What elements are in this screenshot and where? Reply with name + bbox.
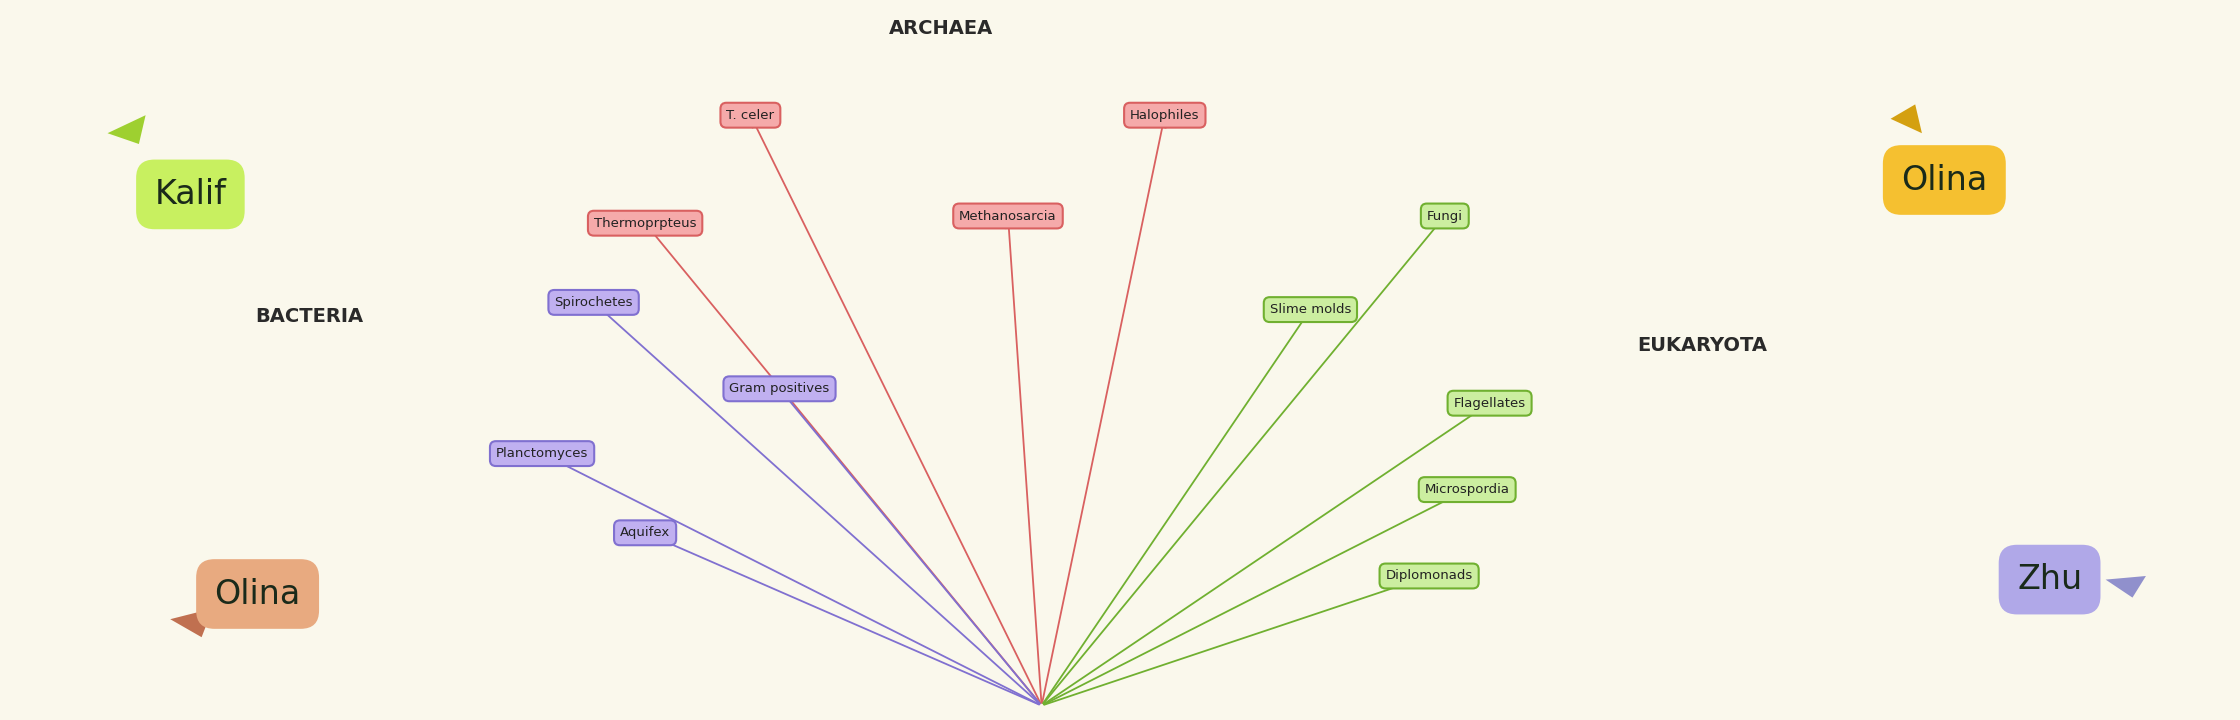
Polygon shape <box>170 608 213 637</box>
Text: Zhu: Zhu <box>2016 563 2083 596</box>
Text: Flagellates: Flagellates <box>1454 397 1525 410</box>
Text: Diplomonads: Diplomonads <box>1387 570 1472 582</box>
Text: Olina: Olina <box>1902 163 1987 197</box>
Text: Gram positives: Gram positives <box>730 382 829 395</box>
Polygon shape <box>1891 104 1922 133</box>
Text: Kalif: Kalif <box>155 178 226 211</box>
Text: Fungi: Fungi <box>1427 210 1463 222</box>
Text: Spirochetes: Spirochetes <box>553 296 634 309</box>
Text: EUKARYOTA: EUKARYOTA <box>1637 336 1767 355</box>
Text: T. celer: T. celer <box>726 109 775 122</box>
Text: Methanosarcia: Methanosarcia <box>959 210 1057 222</box>
Text: Slime molds: Slime molds <box>1270 303 1351 316</box>
Text: Planctomyces: Planctomyces <box>495 447 589 460</box>
Text: ARCHAEA: ARCHAEA <box>889 19 992 38</box>
Text: Aquifex: Aquifex <box>620 526 670 539</box>
Text: Halophiles: Halophiles <box>1129 109 1201 122</box>
Text: Olina: Olina <box>215 577 300 611</box>
Text: Microspordia: Microspordia <box>1425 483 1510 496</box>
Text: Thermoprpteus: Thermoprpteus <box>594 217 697 230</box>
Polygon shape <box>108 115 146 144</box>
Text: BACTERIA: BACTERIA <box>255 307 363 326</box>
Polygon shape <box>2106 576 2146 598</box>
